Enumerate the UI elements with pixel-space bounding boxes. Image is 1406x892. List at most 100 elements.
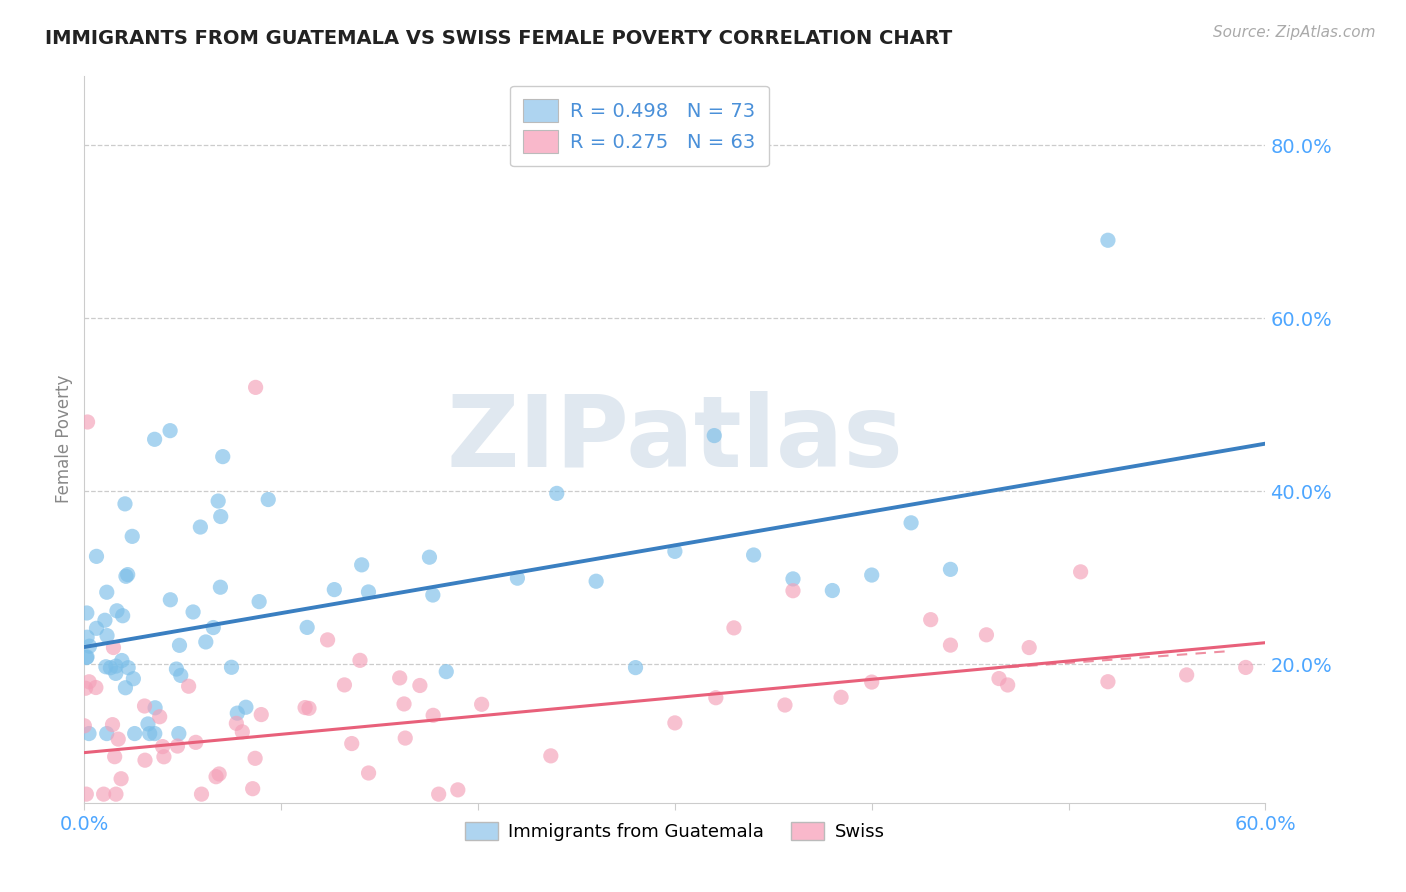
Point — [939, 562, 962, 576]
Point — [427, 787, 450, 801]
Point — [624, 660, 647, 674]
Point — [194, 635, 217, 649]
Point — [242, 781, 264, 796]
Point — [143, 432, 166, 446]
Point — [333, 678, 356, 692]
Point — [184, 735, 207, 749]
Point — [94, 613, 117, 627]
Point — [208, 767, 231, 781]
Point — [96, 726, 118, 740]
Point — [75, 787, 97, 801]
Point — [742, 548, 765, 562]
Text: Source: ZipAtlas.com: Source: ZipAtlas.com — [1212, 25, 1375, 40]
Point — [104, 787, 127, 801]
Point — [394, 731, 416, 745]
Point — [434, 665, 457, 679]
Point — [349, 653, 371, 667]
Point — [340, 737, 363, 751]
Point — [294, 700, 316, 714]
Point — [773, 698, 796, 712]
Point — [664, 715, 686, 730]
Point — [73, 719, 96, 733]
Point — [207, 494, 229, 508]
Point — [235, 700, 257, 714]
Point — [900, 516, 922, 530]
Point — [153, 749, 176, 764]
Point — [860, 568, 883, 582]
Point — [250, 707, 273, 722]
Point — [447, 782, 470, 797]
Point — [1097, 233, 1119, 247]
Point — [124, 726, 146, 740]
Point — [107, 732, 129, 747]
Point — [221, 660, 243, 674]
Point — [471, 698, 494, 712]
Point — [79, 639, 101, 653]
Point — [115, 569, 138, 583]
Point — [149, 710, 172, 724]
Point — [114, 497, 136, 511]
Point — [111, 608, 134, 623]
Point — [121, 529, 143, 543]
Point — [585, 574, 607, 589]
Point — [245, 380, 267, 394]
Point — [169, 638, 191, 652]
Point — [167, 726, 190, 740]
Point — [1234, 660, 1257, 674]
Point — [76, 415, 98, 429]
Point — [114, 681, 136, 695]
Point — [540, 748, 562, 763]
Point — [76, 606, 98, 620]
Point — [988, 672, 1011, 686]
Legend: Immigrants from Guatemala, Swiss: Immigrants from Guatemala, Swiss — [458, 814, 891, 848]
Point — [77, 726, 100, 740]
Text: IMMIGRANTS FROM GUATEMALA VS SWISS FEMALE POVERTY CORRELATION CHART: IMMIGRANTS FROM GUATEMALA VS SWISS FEMAL… — [45, 29, 952, 47]
Point — [209, 580, 232, 594]
Point — [181, 605, 204, 619]
Point — [111, 653, 134, 667]
Point — [170, 668, 193, 682]
Point — [138, 726, 160, 740]
Point — [96, 585, 118, 599]
Point — [357, 585, 380, 599]
Point — [1097, 674, 1119, 689]
Point — [205, 770, 228, 784]
Point — [96, 629, 118, 643]
Point — [84, 681, 107, 695]
Point — [86, 549, 108, 564]
Point — [976, 628, 998, 642]
Point — [152, 739, 174, 754]
Point — [939, 638, 962, 652]
Point — [920, 613, 942, 627]
Y-axis label: Female Poverty: Female Poverty — [55, 376, 73, 503]
Point — [76, 649, 98, 664]
Point — [94, 659, 117, 673]
Point — [418, 550, 440, 565]
Point — [166, 739, 188, 753]
Point — [75, 650, 97, 665]
Point — [104, 666, 127, 681]
Point — [704, 690, 727, 705]
Point — [1070, 565, 1092, 579]
Point — [257, 492, 280, 507]
Point — [209, 509, 232, 524]
Point — [143, 700, 166, 714]
Point — [134, 753, 156, 767]
Point — [703, 428, 725, 442]
Point — [103, 640, 125, 655]
Point — [323, 582, 346, 597]
Point — [506, 571, 529, 585]
Point — [295, 620, 318, 634]
Point — [231, 724, 253, 739]
Point — [190, 787, 212, 801]
Point — [830, 690, 852, 705]
Point — [1018, 640, 1040, 655]
Point — [143, 726, 166, 740]
Point — [117, 661, 139, 675]
Point — [77, 674, 100, 689]
Point — [134, 698, 156, 713]
Point — [104, 659, 127, 673]
Point — [100, 661, 122, 675]
Point — [136, 717, 159, 731]
Point — [122, 672, 145, 686]
